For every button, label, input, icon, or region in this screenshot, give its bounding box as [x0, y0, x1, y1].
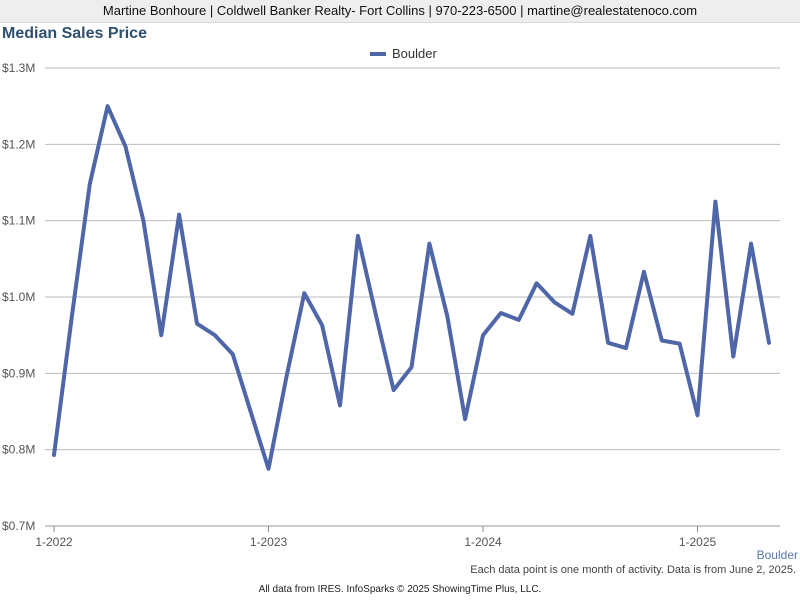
data-point[interactable] — [587, 233, 593, 239]
data-point[interactable] — [391, 387, 397, 393]
data-point[interactable] — [641, 269, 647, 275]
data-point[interactable] — [373, 312, 379, 318]
chart-legend: Boulder — [370, 46, 437, 61]
y-tick-label: $0.8M — [2, 443, 35, 457]
data-point[interactable] — [283, 374, 289, 380]
data-point[interactable] — [623, 345, 629, 351]
legend-swatch — [370, 51, 386, 56]
data-point[interactable] — [677, 341, 683, 347]
data-point[interactable] — [534, 280, 540, 286]
data-point[interactable] — [140, 218, 146, 224]
data-point[interactable] — [730, 354, 736, 360]
contact-bar: Martine Bonhoure | Coldwell Banker Realt… — [0, 0, 800, 23]
x-tick-label: 1-2024 — [464, 535, 502, 549]
data-point[interactable] — [516, 317, 522, 323]
area-label: Boulder — [756, 548, 798, 562]
line-chart: $0.7M $0.8M $0.9M $1.0M $1.1M $1.2M $1.3M 1-202… — [2, 61, 780, 549]
data-point[interactable] — [659, 338, 665, 344]
y-tick-label: $1.3M — [2, 61, 35, 75]
data-point[interactable] — [69, 313, 75, 319]
y-tick-label: $0.9M — [2, 366, 35, 380]
data-point[interactable] — [605, 340, 611, 346]
data-point[interactable] — [766, 340, 772, 346]
data-point[interactable] — [123, 144, 129, 150]
data-point[interactable] — [266, 466, 272, 472]
y-tick-label: $1.1M — [2, 214, 35, 228]
data-point[interactable] — [230, 351, 236, 357]
data-point[interactable] — [569, 311, 575, 317]
data-point[interactable] — [248, 409, 254, 415]
data-point[interactable] — [712, 199, 718, 205]
data-point[interactable] — [552, 299, 558, 305]
data-point[interactable] — [480, 332, 486, 338]
y-tick-label: $1.0M — [2, 290, 35, 304]
data-point[interactable] — [105, 103, 111, 109]
data-point[interactable] — [444, 313, 450, 319]
data-point[interactable] — [355, 233, 361, 239]
series-line-boulder — [52, 104, 771, 471]
data-point[interactable] — [176, 212, 182, 218]
legend-label: Boulder — [392, 46, 437, 61]
data-point[interactable] — [695, 412, 701, 418]
data-point[interactable] — [194, 321, 200, 327]
data-point[interactable] — [498, 310, 504, 316]
y-tick-label: $1.2M — [2, 137, 35, 151]
x-tick-label: 1-2025 — [679, 535, 717, 549]
credit-line: All data from IRES. InfoSparks © 2025 Sh… — [258, 584, 542, 595]
data-point[interactable] — [319, 322, 325, 328]
x-tick-label: 1-2022 — [35, 535, 73, 549]
y-tick-label: $0.7M — [2, 519, 35, 533]
data-point[interactable] — [462, 416, 468, 422]
data-point[interactable] — [51, 452, 57, 458]
data-note: Each data point is one month of activity… — [470, 564, 796, 576]
data-point[interactable] — [337, 402, 343, 408]
data-point[interactable] — [301, 290, 307, 296]
x-tick-label: 1-2023 — [250, 535, 288, 549]
data-point[interactable] — [212, 332, 218, 338]
data-point[interactable] — [158, 332, 164, 338]
data-point[interactable] — [748, 241, 754, 247]
data-point[interactable] — [409, 364, 415, 370]
data-point[interactable] — [426, 241, 432, 247]
data-point[interactable] — [87, 181, 93, 187]
chart-title: Median Sales Price — [2, 25, 147, 42]
